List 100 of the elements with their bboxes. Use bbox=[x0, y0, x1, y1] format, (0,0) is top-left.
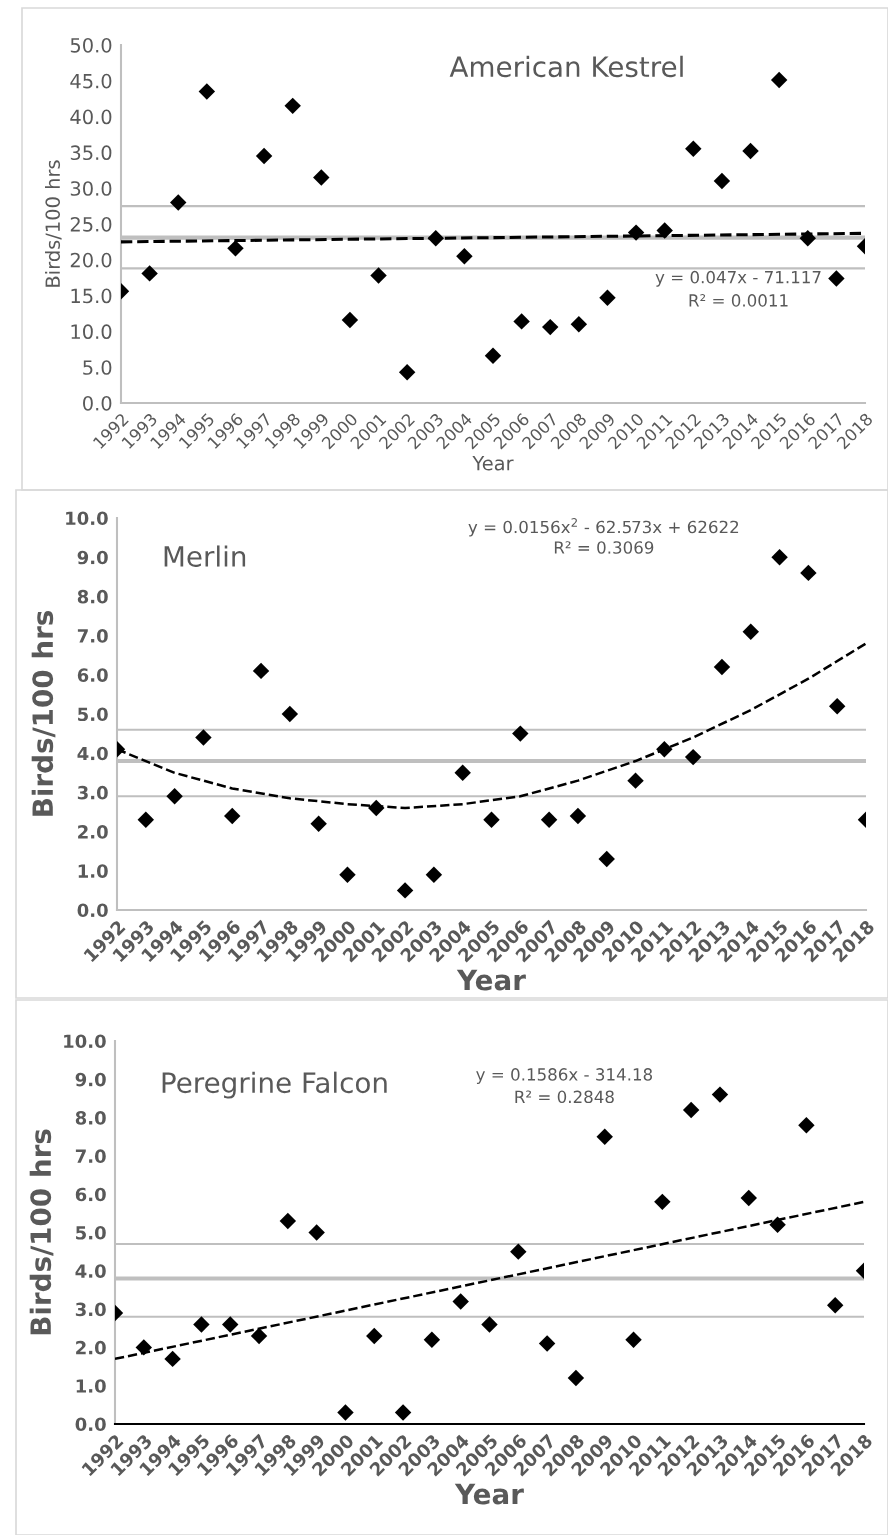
point bbox=[798, 1117, 815, 1134]
point bbox=[542, 318, 559, 336]
y-tick-label: 15.0 bbox=[71, 288, 112, 304]
y-axis-title: Birds/100 hrs bbox=[45, 160, 62, 287]
point bbox=[598, 850, 615, 868]
point bbox=[627, 224, 645, 241]
y-tick-label: 3.0 bbox=[77, 785, 108, 800]
y-tick-label: 3.0 bbox=[75, 1302, 106, 1317]
point bbox=[799, 230, 816, 247]
y-tick-label: 0.0 bbox=[83, 395, 112, 411]
y-tick-label: 25.0 bbox=[70, 216, 112, 232]
y-tick-label: 1.0 bbox=[76, 1379, 106, 1393]
point bbox=[137, 811, 155, 829]
y-tick-label: 2.0 bbox=[78, 825, 108, 839]
y-tick-label: 30.0 bbox=[70, 181, 112, 196]
text: Peregrine Falcon bbox=[162, 1071, 387, 1099]
point bbox=[512, 725, 529, 742]
point bbox=[394, 1404, 412, 1421]
point bbox=[828, 270, 845, 287]
point bbox=[627, 772, 644, 789]
point bbox=[313, 169, 330, 186]
point bbox=[481, 1316, 498, 1333]
point bbox=[170, 194, 187, 211]
point bbox=[366, 1327, 383, 1345]
point bbox=[656, 741, 673, 758]
text: Merlin bbox=[164, 545, 246, 567]
point bbox=[682, 1101, 700, 1119]
point bbox=[684, 748, 702, 766]
x-axis-title: Year bbox=[456, 969, 526, 991]
point bbox=[279, 1212, 297, 1230]
point bbox=[800, 564, 817, 582]
point bbox=[483, 811, 500, 829]
point bbox=[164, 1350, 181, 1368]
y-tick-label: 7.0 bbox=[75, 1149, 106, 1164]
point bbox=[740, 1189, 757, 1207]
point bbox=[454, 764, 471, 782]
y-tick-label: 1.0 bbox=[78, 864, 108, 878]
y-tick-label: 20.0 bbox=[70, 252, 112, 268]
point bbox=[742, 142, 759, 160]
y-tick-label: 8.0 bbox=[75, 1111, 106, 1125]
point bbox=[656, 222, 673, 239]
y-tick-label: 5.0 bbox=[76, 1225, 106, 1240]
point bbox=[425, 866, 443, 883]
point bbox=[135, 1339, 153, 1356]
annotation: R² = 0.3069 bbox=[554, 541, 654, 554]
y-tick-label: 10.0 bbox=[64, 1034, 106, 1049]
point bbox=[193, 1316, 210, 1333]
y-tick-label: 6.0 bbox=[75, 1187, 106, 1202]
point bbox=[770, 71, 788, 89]
point bbox=[713, 172, 731, 190]
point bbox=[456, 248, 473, 265]
x-axis-title: Year bbox=[472, 456, 514, 471]
point bbox=[742, 623, 759, 640]
y-tick-label: 4.0 bbox=[77, 746, 108, 761]
point bbox=[826, 1297, 844, 1314]
point bbox=[284, 97, 301, 115]
point bbox=[166, 788, 183, 805]
x-axis-title: Year bbox=[454, 1483, 524, 1505]
point bbox=[771, 548, 788, 566]
point bbox=[398, 364, 416, 381]
point bbox=[452, 1293, 469, 1310]
point bbox=[310, 815, 327, 832]
y-tick-label: 6.0 bbox=[77, 668, 108, 682]
y-tick-label: 35.0 bbox=[70, 145, 112, 161]
point bbox=[281, 705, 299, 723]
point bbox=[711, 1086, 729, 1103]
y-tick-label: 2.0 bbox=[76, 1340, 106, 1355]
point bbox=[513, 313, 530, 330]
point bbox=[538, 1335, 556, 1352]
y-tick-label: 50.0 bbox=[70, 37, 112, 53]
annotation: y = 0.1586x - 314.18 bbox=[476, 1068, 653, 1084]
point bbox=[569, 807, 587, 825]
point bbox=[141, 265, 158, 282]
point bbox=[198, 83, 216, 100]
point bbox=[368, 799, 385, 817]
point bbox=[339, 866, 356, 883]
point bbox=[308, 1224, 325, 1241]
point bbox=[685, 140, 702, 158]
y-tick-label: 40.0 bbox=[70, 109, 112, 125]
point bbox=[337, 1404, 354, 1421]
point bbox=[567, 1369, 585, 1387]
y-tick-label: 4.0 bbox=[75, 1264, 106, 1278]
point bbox=[596, 1128, 613, 1145]
y-tick-label: 5.0 bbox=[78, 707, 108, 722]
point bbox=[195, 729, 212, 746]
point bbox=[370, 267, 387, 284]
chart-title: American Kestrel bbox=[449, 55, 683, 78]
point bbox=[484, 347, 502, 364]
annotation: R² = 0.2848 bbox=[515, 1090, 614, 1104]
point bbox=[654, 1193, 671, 1211]
y-tick-label: 45.0 bbox=[70, 73, 112, 89]
point bbox=[252, 662, 270, 680]
point bbox=[250, 1327, 268, 1345]
point bbox=[625, 1331, 642, 1348]
y-tick-label: 5.0 bbox=[83, 360, 112, 375]
annotation: y = 0.047x - 71.117 bbox=[655, 270, 821, 287]
point bbox=[570, 316, 588, 333]
point bbox=[423, 1331, 441, 1348]
y-axis-title: Birds/100 hrs bbox=[29, 1129, 54, 1335]
point bbox=[510, 1243, 527, 1260]
